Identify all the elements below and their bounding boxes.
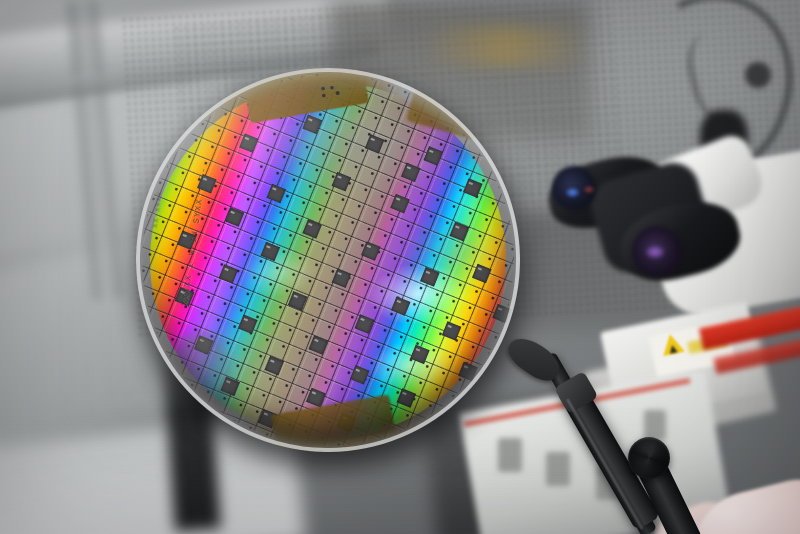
wafer-test-structure-die bbox=[238, 314, 258, 335]
wafer-test-structure-die bbox=[410, 344, 430, 365]
lens-glint-blue bbox=[566, 188, 579, 197]
wafer-test-structure-die bbox=[361, 241, 381, 261]
background-amber-reflection bbox=[420, 26, 590, 66]
wafer-test-structure-die bbox=[420, 267, 440, 287]
wafer-test-structure-die bbox=[306, 387, 326, 408]
panel-slot bbox=[644, 410, 666, 440]
wafer-test-structure-die bbox=[349, 365, 370, 385]
wafer-test-structure-die bbox=[364, 134, 385, 154]
wafer-test-structure-die bbox=[308, 335, 329, 355]
wafer-test-structure-die bbox=[264, 355, 285, 376]
panel-hole bbox=[745, 62, 771, 88]
wafer-test-structure-die bbox=[423, 146, 443, 166]
panel-slot bbox=[546, 452, 570, 486]
wafer-test-structure-die bbox=[260, 241, 281, 262]
wafer-test-structure-die bbox=[354, 314, 375, 334]
wafer-test-structure-die bbox=[449, 221, 470, 242]
wafer-test-structure-die bbox=[266, 183, 287, 204]
wafer-test-structure-die bbox=[441, 321, 462, 341]
warning-triangle-inner-icon bbox=[668, 344, 678, 354]
wafer-test-structure-die bbox=[302, 219, 322, 239]
panel-slot bbox=[498, 438, 522, 472]
wafer-test-structure-die bbox=[463, 178, 483, 198]
wafer-test-structure-die bbox=[458, 361, 478, 382]
wafer-test-structure-die bbox=[390, 296, 411, 316]
wafer-test-structure-die bbox=[492, 303, 512, 324]
wafer-test-structure-die bbox=[401, 162, 421, 183]
wafer-test-structure-die bbox=[302, 114, 323, 135]
wafer-assembly: XXXXX I W IN SYXX : 7- XX-XXXX bbox=[116, 48, 540, 472]
wafer-test-structure-die bbox=[396, 388, 417, 408]
wafer-test-structure-die bbox=[224, 207, 245, 227]
wafer-test-structure-die bbox=[218, 264, 239, 284]
lens-glint-red bbox=[584, 186, 594, 193]
wafer-test-structure-die bbox=[390, 193, 410, 214]
wafer-test-structure-die bbox=[287, 291, 308, 311]
wafer-test-structure-die bbox=[239, 133, 259, 153]
wafer-top-patch-marks bbox=[319, 83, 344, 100]
wafer-test-structure-die bbox=[331, 268, 352, 288]
vacuum-wand-knob[interactable] bbox=[628, 437, 670, 479]
silicon-wafer[interactable]: XXXXX I W IN SYXX : 7- XX-XXXX bbox=[116, 48, 540, 472]
wafer-test-structure-die bbox=[471, 263, 492, 284]
lens-glint-purple bbox=[646, 246, 664, 258]
wafer-test-structure-die bbox=[212, 419, 233, 440]
wafer-test-structure-die bbox=[331, 171, 352, 192]
